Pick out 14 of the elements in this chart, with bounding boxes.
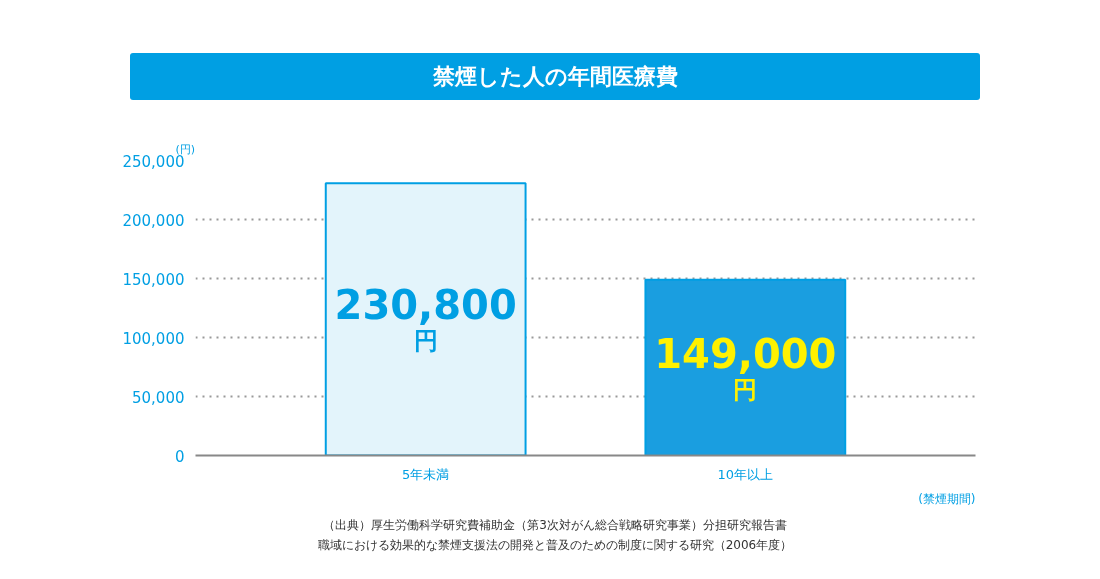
y-axis-title: (円) [175, 142, 196, 156]
text: （出典）厚生労働科学研究費補助金（第3次対がん総合戦略研究事業）分担研究報告書 [323, 518, 787, 532]
y-tick-label: 50,000 [132, 388, 185, 407]
x-tick-label: 5年未満 [402, 466, 450, 482]
data-label: 230,800 円 [334, 282, 517, 356]
text: 職域における効果的な禁煙支援法の開発と普及のための制度に関する研究（2006年度） [317, 538, 793, 552]
x-axis-title: (禁煙期間) [918, 491, 976, 506]
y-tick-label: 100,000 [122, 329, 185, 348]
y-tick-label: 200,000 [122, 211, 185, 230]
y-tick-label: 0 [174, 447, 185, 466]
chart-title: 禁煙した人の年間医療費 [130, 53, 980, 100]
x-tick-label: 10年以上 [717, 466, 774, 482]
y-tick-label: 150,000 [122, 270, 185, 289]
data-label: 149,000 円 [654, 330, 837, 404]
